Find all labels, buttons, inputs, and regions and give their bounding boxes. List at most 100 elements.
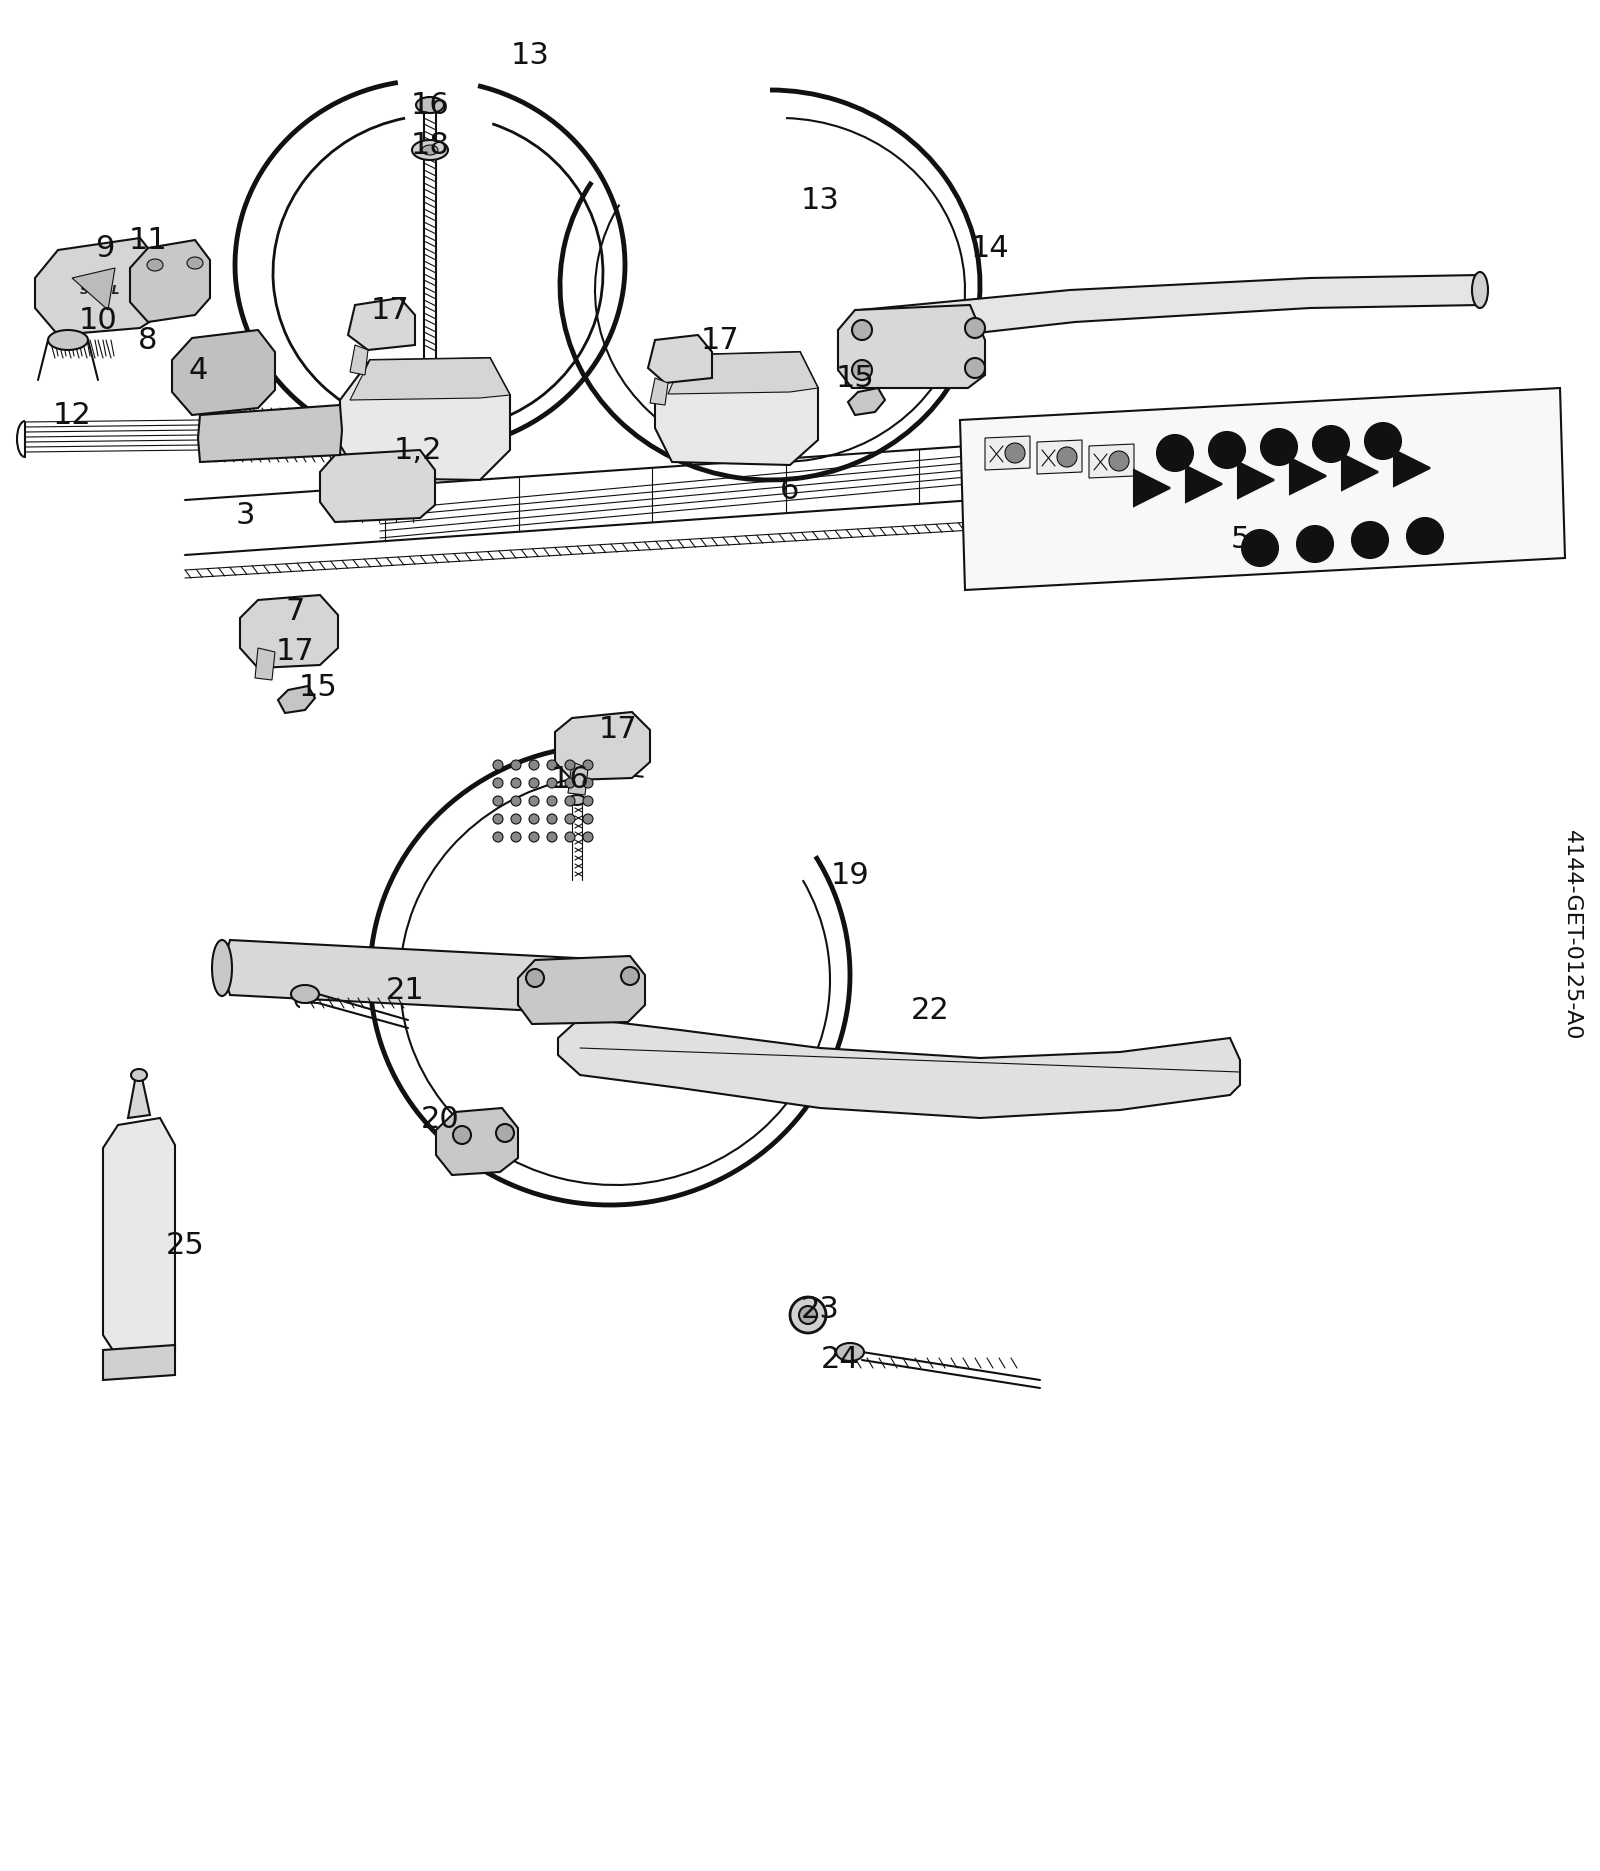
Circle shape (493, 778, 502, 788)
Polygon shape (350, 357, 510, 400)
Polygon shape (1238, 462, 1274, 498)
Polygon shape (669, 352, 818, 395)
Polygon shape (128, 1076, 150, 1119)
Ellipse shape (131, 1068, 147, 1081)
Text: 6: 6 (781, 475, 800, 505)
Circle shape (1406, 518, 1443, 554)
Circle shape (1261, 428, 1298, 466)
Circle shape (582, 814, 594, 823)
Circle shape (565, 833, 574, 842)
Text: 4: 4 (189, 355, 208, 385)
Circle shape (510, 833, 522, 842)
Circle shape (1365, 423, 1402, 458)
Text: 3: 3 (235, 501, 254, 529)
Text: 16: 16 (550, 765, 589, 795)
Text: 9: 9 (96, 234, 115, 262)
Circle shape (493, 760, 502, 771)
Polygon shape (102, 1345, 174, 1381)
Text: 14: 14 (971, 234, 1010, 262)
Circle shape (547, 778, 557, 788)
Circle shape (530, 778, 539, 788)
Polygon shape (130, 239, 210, 322)
Text: 18: 18 (411, 131, 450, 159)
Text: 12: 12 (53, 400, 91, 430)
Circle shape (1058, 447, 1077, 468)
Polygon shape (72, 268, 115, 311)
Polygon shape (650, 378, 669, 404)
Text: 1,2: 1,2 (394, 436, 442, 464)
Circle shape (582, 795, 594, 806)
Polygon shape (173, 329, 275, 415)
Ellipse shape (835, 1343, 864, 1360)
Polygon shape (35, 238, 165, 335)
Circle shape (526, 969, 544, 988)
Polygon shape (848, 275, 1480, 344)
Circle shape (510, 760, 522, 771)
Text: 20: 20 (421, 1106, 459, 1134)
Circle shape (965, 357, 986, 378)
Polygon shape (838, 305, 986, 387)
Circle shape (510, 795, 522, 806)
Text: 17: 17 (275, 638, 314, 666)
Text: 13: 13 (800, 185, 840, 215)
Circle shape (1352, 522, 1389, 558)
Circle shape (582, 833, 594, 842)
Circle shape (621, 967, 638, 984)
Circle shape (582, 778, 594, 788)
Ellipse shape (187, 256, 203, 269)
Polygon shape (349, 297, 414, 350)
Text: 13: 13 (510, 41, 549, 69)
Polygon shape (254, 647, 275, 679)
Ellipse shape (422, 144, 438, 155)
Polygon shape (648, 335, 712, 384)
Circle shape (530, 833, 539, 842)
Circle shape (798, 1306, 818, 1325)
Polygon shape (350, 344, 368, 374)
Circle shape (965, 318, 986, 339)
Polygon shape (102, 1119, 174, 1358)
Circle shape (547, 833, 557, 842)
Text: 4144-GET-0125-A0: 4144-GET-0125-A0 (1562, 829, 1582, 1040)
Circle shape (1314, 427, 1349, 462)
Ellipse shape (1506, 408, 1534, 462)
Text: 17: 17 (371, 296, 410, 324)
Circle shape (565, 760, 574, 771)
Circle shape (496, 1124, 514, 1141)
Polygon shape (320, 451, 435, 522)
Text: 16: 16 (411, 90, 450, 120)
Circle shape (851, 320, 872, 341)
Text: 23: 23 (800, 1295, 840, 1325)
Circle shape (493, 795, 502, 806)
Circle shape (547, 814, 557, 823)
Text: 21: 21 (386, 975, 424, 1005)
Text: 7: 7 (285, 597, 304, 627)
Text: STIHL: STIHL (80, 284, 120, 296)
Text: 15: 15 (299, 674, 338, 702)
Text: 11: 11 (128, 226, 168, 254)
Circle shape (1242, 529, 1278, 567)
Circle shape (530, 795, 539, 806)
Polygon shape (435, 1108, 518, 1175)
Text: 19: 19 (830, 861, 869, 889)
Text: 22: 22 (910, 995, 949, 1025)
Polygon shape (558, 1018, 1240, 1119)
Polygon shape (1037, 440, 1082, 473)
Circle shape (565, 778, 574, 788)
Polygon shape (1394, 451, 1430, 486)
Text: 8: 8 (138, 326, 158, 354)
Text: 17: 17 (701, 326, 739, 354)
Circle shape (1109, 451, 1130, 471)
Text: 24: 24 (821, 1345, 859, 1375)
Polygon shape (518, 956, 645, 1023)
Text: 25: 25 (166, 1231, 205, 1259)
Ellipse shape (211, 939, 232, 995)
Polygon shape (240, 595, 338, 668)
Polygon shape (278, 687, 315, 713)
Ellipse shape (48, 329, 88, 350)
Circle shape (1157, 434, 1194, 471)
Circle shape (1298, 526, 1333, 561)
Ellipse shape (413, 140, 448, 161)
Text: 17: 17 (598, 715, 637, 745)
Circle shape (565, 795, 574, 806)
Polygon shape (1342, 455, 1378, 490)
